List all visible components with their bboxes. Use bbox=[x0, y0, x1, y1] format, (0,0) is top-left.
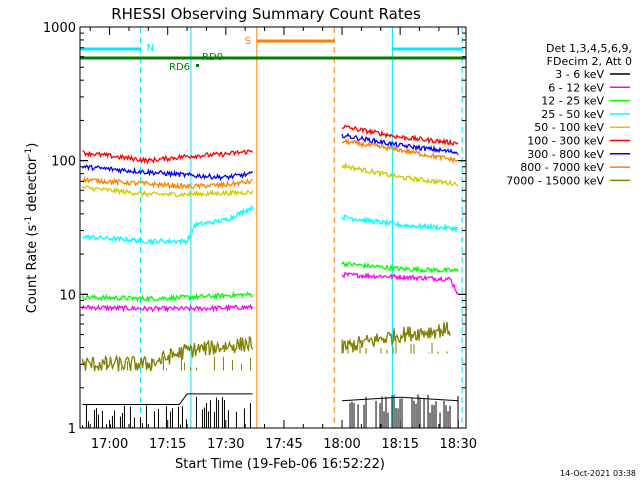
series-100-300-keV bbox=[82, 124, 459, 165]
y-tick-label: 100 bbox=[51, 155, 76, 170]
series-line bbox=[341, 124, 459, 147]
x-tick-label: 17:30 bbox=[207, 437, 244, 452]
series-line bbox=[341, 271, 459, 295]
flag-bars: N S RD0 RD6 bbox=[80, 36, 466, 73]
series-line bbox=[81, 175, 253, 190]
legend-entry-label: 25 - 50 keV bbox=[541, 108, 604, 121]
y-axis: 1 10 100 1000 bbox=[43, 21, 466, 437]
legend-header: Det 1,3,4,5,6,9, bbox=[546, 42, 632, 55]
series-7000-15000-keV bbox=[81, 321, 451, 372]
legend-entry-label: 3 - 6 keV bbox=[555, 68, 604, 81]
rd6-flag-label: RD6 bbox=[169, 62, 190, 73]
y-axis-label-sup: -1 bbox=[24, 216, 34, 225]
y-axis-label-part: detector bbox=[25, 156, 40, 216]
legend: Det 1,3,4,5,6,9, FDecim 2, Att 0 3 - 6 k… bbox=[506, 42, 632, 187]
legend-header: FDecim 2, Att 0 bbox=[547, 55, 632, 68]
x-axis-label: Start Time (19-Feb-06 16:52:22) bbox=[175, 457, 385, 472]
rd0-flag-label: RD0 bbox=[202, 52, 223, 63]
plot-area bbox=[81, 27, 463, 428]
series-6-12-keV bbox=[81, 271, 459, 313]
chart-title: RHESSI Observing Summary Count Rates bbox=[111, 5, 421, 23]
series-line bbox=[341, 162, 459, 187]
legend-entry-label: 800 - 7000 keV bbox=[520, 161, 604, 174]
series-line bbox=[82, 393, 253, 405]
legend-entry-label: 7000 - 15000 keV bbox=[506, 174, 604, 187]
series-300-800-keV bbox=[81, 132, 459, 182]
legend-entry-label: 12 - 25 keV bbox=[541, 95, 604, 108]
x-axis: 17:00 17:15 17:30 17:45 18:00 18:15 18:30 bbox=[89, 27, 477, 452]
y-axis-label-sup: -1 bbox=[24, 148, 34, 157]
series-line bbox=[341, 132, 459, 156]
series-line bbox=[81, 164, 253, 182]
timestamp: 14-Oct-2021 03:38 bbox=[560, 469, 636, 478]
y-tick-label: 1000 bbox=[43, 21, 76, 36]
series-line bbox=[341, 137, 459, 165]
y-axis-label-part: Count Rate (s bbox=[25, 225, 40, 314]
series-line bbox=[341, 260, 459, 274]
x-tick-label: 18:15 bbox=[381, 437, 418, 452]
legend-entry-label: 300 - 800 keV bbox=[527, 148, 604, 161]
series-line bbox=[81, 303, 254, 313]
series-line bbox=[341, 214, 459, 233]
series-line bbox=[81, 335, 254, 372]
series-line bbox=[81, 185, 254, 198]
series-line bbox=[81, 290, 253, 303]
series-25-50-keV bbox=[82, 205, 459, 246]
saa-flag-label: S bbox=[245, 36, 251, 47]
y-tick-label: 1 bbox=[68, 422, 76, 437]
series-800-7000-keV bbox=[81, 137, 459, 190]
series-line bbox=[341, 321, 451, 353]
legend-entry-label: 100 - 300 keV bbox=[527, 135, 604, 148]
x-tick-label: 17:00 bbox=[91, 437, 128, 452]
x-tick-label: 18:30 bbox=[440, 437, 477, 452]
series-50-100-keV bbox=[81, 162, 459, 198]
series-12-25-keV bbox=[81, 260, 459, 303]
series-3-6-keV bbox=[81, 393, 459, 428]
y-axis-label-part: ) bbox=[25, 143, 40, 148]
series-line bbox=[342, 396, 459, 402]
night-flag-label: N bbox=[147, 43, 154, 54]
x-tick-label: 18:00 bbox=[323, 437, 360, 452]
legend-entry-label: 50 - 100 keV bbox=[534, 121, 604, 134]
x-tick-label: 17:45 bbox=[265, 437, 302, 452]
series-line bbox=[82, 205, 254, 246]
x-tick-label: 17:15 bbox=[149, 437, 186, 452]
legend-entry-label: 6 - 12 keV bbox=[548, 81, 604, 94]
y-axis-label: Count Rate (s-1 detector-1) bbox=[24, 143, 40, 314]
y-tick-label: 10 bbox=[59, 288, 76, 303]
rd6-flag-mark bbox=[196, 64, 199, 67]
plot-frame bbox=[79, 26, 467, 429]
series-line bbox=[82, 149, 254, 165]
